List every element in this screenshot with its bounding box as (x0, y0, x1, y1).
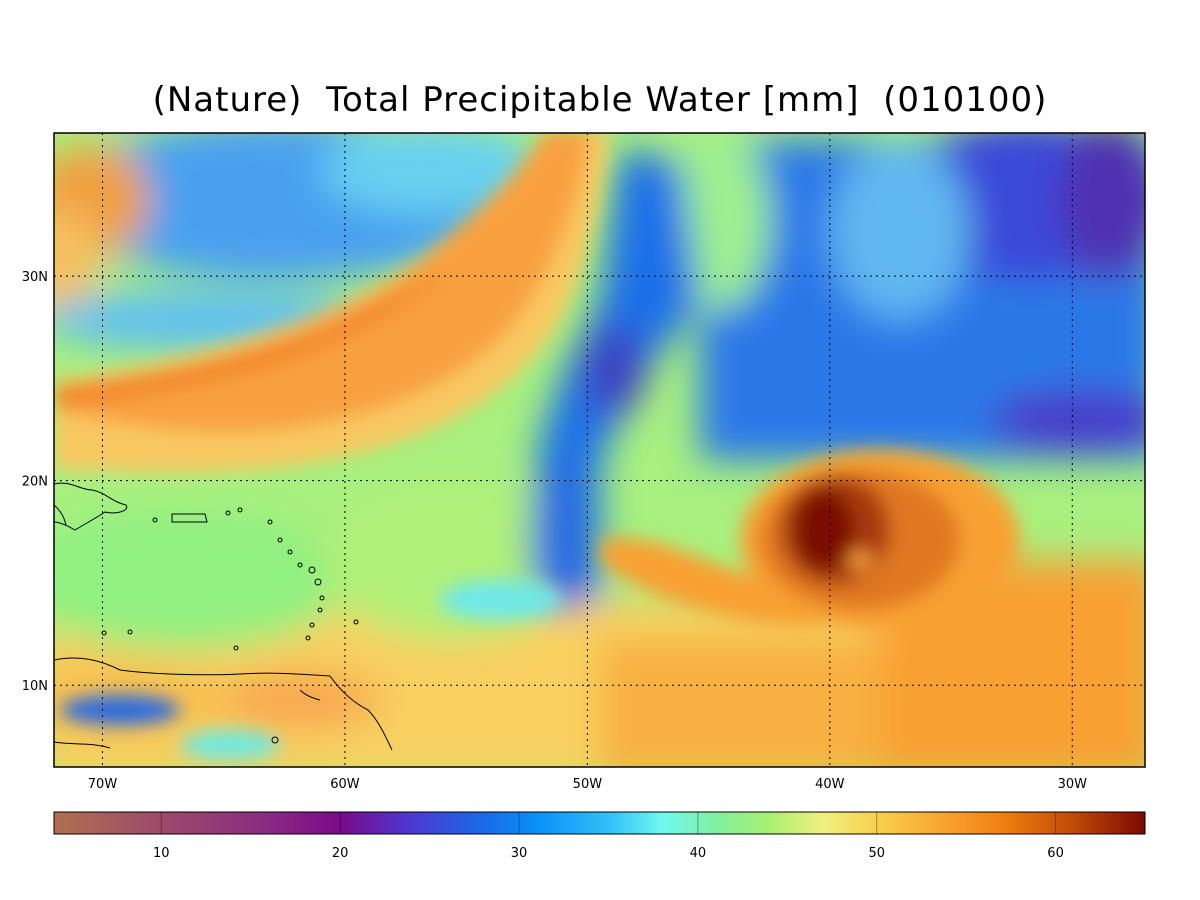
longitude-tick-label: 30W (1058, 777, 1088, 792)
lesser-antilles-islands (101, 507, 359, 744)
longitude-tick-label: 70W (88, 777, 118, 792)
latitude-tick-labels: 30N 20N 10N (22, 270, 48, 694)
longitude-tick-label: 40W (815, 777, 845, 792)
longitude-tick-label: 50W (573, 777, 603, 792)
chart-title: (Nature) Total Precipitable Water [mm] (… (152, 80, 1048, 120)
colorbar-tick-label: 10 (153, 846, 170, 861)
colorbar-tick-label: 60 (1047, 846, 1064, 861)
colorbar-tick-label: 30 (511, 846, 528, 861)
latitude-tick-label: 20N (22, 475, 48, 490)
water-vapor-field (54, 133, 1145, 767)
colorbar-tick-label: 20 (332, 846, 349, 861)
colorbar-tick-labels: 10 20 30 40 50 60 (153, 812, 1064, 861)
longitude-tick-labels: 70W 60W 50W 40W 30W (88, 777, 1087, 792)
longitude-tick-label: 60W (330, 777, 360, 792)
colorbar (53, 811, 1146, 835)
gridlines (54, 133, 1145, 767)
latitude-tick-label: 10N (22, 679, 48, 694)
colorbar-tick-label: 50 (868, 846, 885, 861)
coastlines (53, 482, 393, 751)
plot-frame (53, 132, 1146, 768)
colorbar-tick-label: 40 (690, 846, 707, 861)
latitude-tick-label: 30N (22, 270, 48, 285)
